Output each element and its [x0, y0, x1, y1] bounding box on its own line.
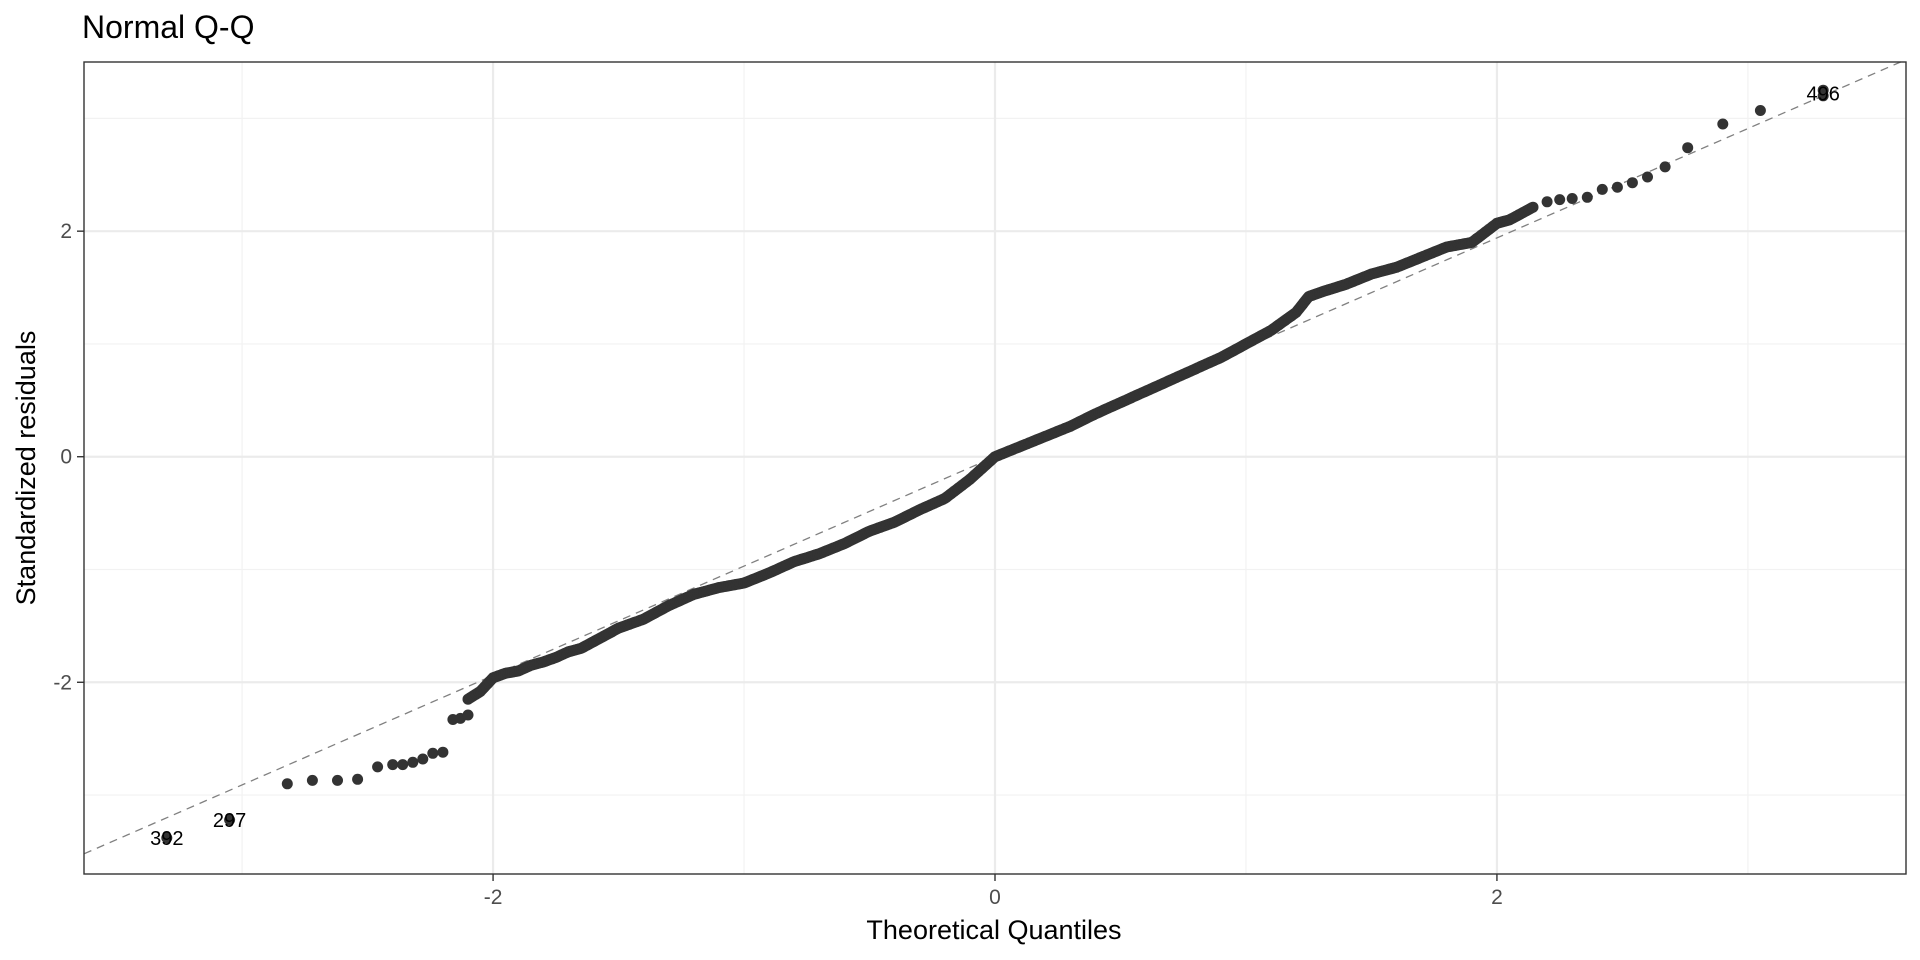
x-axis-title: Theoretical Quantiles [866, 915, 1121, 945]
points-group [161, 84, 1829, 844]
y-axis-ticks: -2 0 2 [53, 220, 84, 694]
point-labels-group: 392 297 496 [150, 84, 1840, 850]
qq-point [1596, 183, 1608, 195]
x-tick-label: 0 [989, 886, 1001, 909]
qq-point [1717, 118, 1729, 130]
qq-point [332, 774, 343, 786]
y-tick-label: -2 [53, 671, 72, 694]
qq-point [1581, 191, 1593, 203]
y-tick-label: 2 [60, 220, 72, 243]
y-tick-label: 0 [60, 446, 72, 469]
qq-point [1754, 105, 1766, 116]
point-label: 392 [150, 828, 183, 850]
qq-point [407, 756, 419, 768]
x-tick-label: 2 [1491, 886, 1503, 909]
qq-point [1642, 171, 1653, 183]
y-axis-title: Standardized residuals [11, 331, 41, 606]
qq-point [224, 814, 236, 826]
qq-point [397, 759, 409, 771]
qq-point [352, 773, 364, 785]
qq-point [462, 709, 474, 721]
qq-point [1817, 84, 1829, 96]
qq-point [1541, 196, 1553, 208]
qq-point [1659, 161, 1671, 173]
qq-point [161, 832, 173, 844]
qq-point [417, 753, 429, 765]
qq-point [372, 761, 384, 773]
point-label: 496 [1807, 84, 1840, 106]
qq-point [427, 747, 439, 759]
qq-point [1682, 142, 1694, 154]
chart-title: Normal Q-Q [82, 9, 254, 45]
qq-point [387, 759, 399, 771]
qq-point [281, 778, 293, 790]
qq-point [306, 774, 318, 786]
x-tick-label: -2 [484, 886, 503, 909]
point-label: 297 [213, 810, 246, 832]
quantile-curve-group [462, 201, 1539, 705]
qq-point [1527, 201, 1539, 213]
qq-point [1554, 194, 1566, 206]
qq-point [437, 746, 449, 758]
qq-point [1566, 193, 1578, 204]
qq-point [1626, 177, 1638, 189]
x-axis-ticks: -2 0 2 [484, 874, 1503, 909]
qq-point [1611, 181, 1623, 193]
